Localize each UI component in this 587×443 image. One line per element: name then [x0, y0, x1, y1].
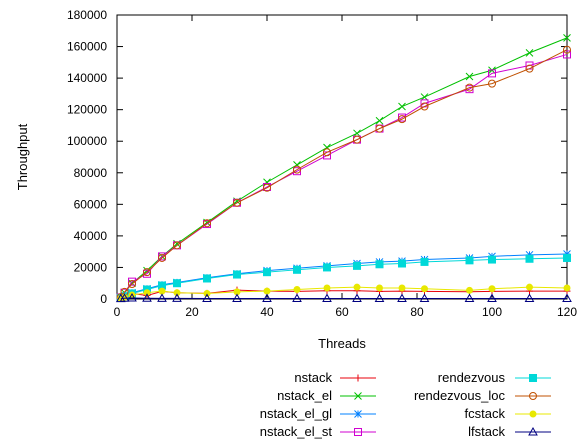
- x-tick-label: 0: [114, 305, 121, 319]
- y-tick-label: 60000: [74, 197, 108, 211]
- series-rendezvous_loc: [117, 46, 570, 300]
- series-line-rendezvous: [121, 258, 567, 298]
- data-point-rendezvous: [564, 254, 571, 261]
- data-point-fcstack: [489, 286, 495, 292]
- legend-label: rendezvous_loc: [414, 388, 506, 403]
- data-point-fcstack: [564, 285, 570, 291]
- legend-item-rendezvous_loc: rendezvous_loc: [414, 388, 551, 403]
- series-layer: [117, 34, 571, 301]
- y-axis-label: Throughput: [15, 123, 30, 190]
- data-point-nstack_el: [376, 117, 383, 124]
- legend-marker: [530, 411, 536, 417]
- data-point-fcstack: [399, 285, 405, 291]
- data-point-rendezvous: [526, 255, 533, 262]
- data-point-fcstack: [204, 290, 210, 296]
- series-lfstack: [117, 294, 571, 302]
- y-tick-label: 20000: [74, 260, 108, 274]
- legend-label: nstack_el_st: [260, 424, 333, 439]
- data-point-rendezvous: [174, 280, 181, 287]
- data-point-fcstack: [294, 287, 300, 293]
- x-tick-label: 60: [335, 305, 349, 319]
- legend-marker: [355, 411, 362, 418]
- y-tick-label: 140000: [67, 71, 107, 85]
- data-point-fcstack: [422, 286, 428, 292]
- legend-item-nstack: nstack: [294, 370, 376, 385]
- data-point-fcstack: [324, 285, 330, 291]
- series-line-fcstack: [121, 287, 567, 298]
- data-point-rendezvous: [466, 257, 473, 264]
- legend-label: nstack_el: [277, 388, 332, 403]
- data-point-fcstack: [159, 288, 165, 294]
- y-tick-label: 0: [100, 292, 107, 306]
- data-point-nstack_el: [399, 103, 406, 110]
- data-point-nstack_el: [466, 73, 473, 80]
- x-tick-label: 40: [260, 305, 274, 319]
- data-point-rendezvous: [264, 269, 271, 276]
- legend-label: fcstack: [465, 406, 506, 421]
- data-point-rendezvous: [421, 258, 428, 265]
- series-nstack_el_gl: [117, 251, 570, 302]
- legend-label: lfstack: [468, 424, 505, 439]
- y-tick-label: 180000: [67, 8, 107, 22]
- data-point-rendezvous: [204, 275, 211, 282]
- data-point-nstack_el: [526, 49, 533, 56]
- x-tick-label: 120: [557, 305, 577, 319]
- legend-marker: [530, 375, 537, 382]
- legend-marker: [355, 375, 362, 382]
- data-point-rendezvous: [294, 266, 301, 273]
- data-point-rendezvous: [354, 262, 361, 269]
- data-point-fcstack: [467, 287, 473, 293]
- series-line-nstack_el_st: [121, 54, 567, 297]
- data-point-fcstack: [354, 284, 360, 290]
- data-point-fcstack: [527, 284, 533, 290]
- legend-item-nstack_el_st: nstack_el_st: [260, 424, 376, 439]
- legend-item-rendezvous: rendezvous: [438, 370, 551, 385]
- data-point-rendezvous: [376, 261, 383, 268]
- series-line-lfstack: [121, 298, 567, 299]
- legend-item-fcstack: fcstack: [465, 406, 551, 421]
- y-tick-label: 120000: [67, 103, 107, 117]
- legend-label: rendezvous: [438, 370, 506, 385]
- series-nstack_el_st: [117, 51, 570, 301]
- legend-item-nstack_el: nstack_el: [277, 388, 376, 403]
- legend: nstack nstack_el nstack_el_gl nstack_el_st r…: [260, 370, 551, 439]
- series-line-nstack: [121, 290, 567, 298]
- series-line-rendezvous_loc: [121, 50, 567, 297]
- data-point-fcstack: [264, 288, 270, 294]
- data-point-rendezvous: [324, 264, 331, 271]
- data-point-rendezvous: [399, 260, 406, 267]
- legend-label: nstack: [294, 370, 332, 385]
- legend-item-nstack_el_gl: nstack_el_gl: [260, 406, 376, 421]
- legend-label: nstack_el_gl: [260, 406, 332, 421]
- x-tick-label: 80: [410, 305, 424, 319]
- x-tick-label: 100: [482, 305, 502, 319]
- x-axis-label: Threads: [318, 336, 366, 351]
- y-tick-label: 100000: [67, 134, 107, 148]
- legend-item-lfstack: lfstack: [468, 424, 551, 439]
- data-point-rendezvous: [489, 256, 496, 263]
- data-point-rendezvous: [234, 271, 241, 278]
- y-tick-label: 160000: [67, 40, 107, 54]
- y-tick-label: 40000: [74, 229, 108, 243]
- y-tick-label: 80000: [74, 166, 108, 180]
- data-point-fcstack: [377, 285, 383, 291]
- series-line-nstack_el: [121, 38, 567, 298]
- series-nstack_el: [117, 34, 570, 301]
- x-tick-label: 20: [185, 305, 199, 319]
- series-rendezvous: [117, 254, 570, 301]
